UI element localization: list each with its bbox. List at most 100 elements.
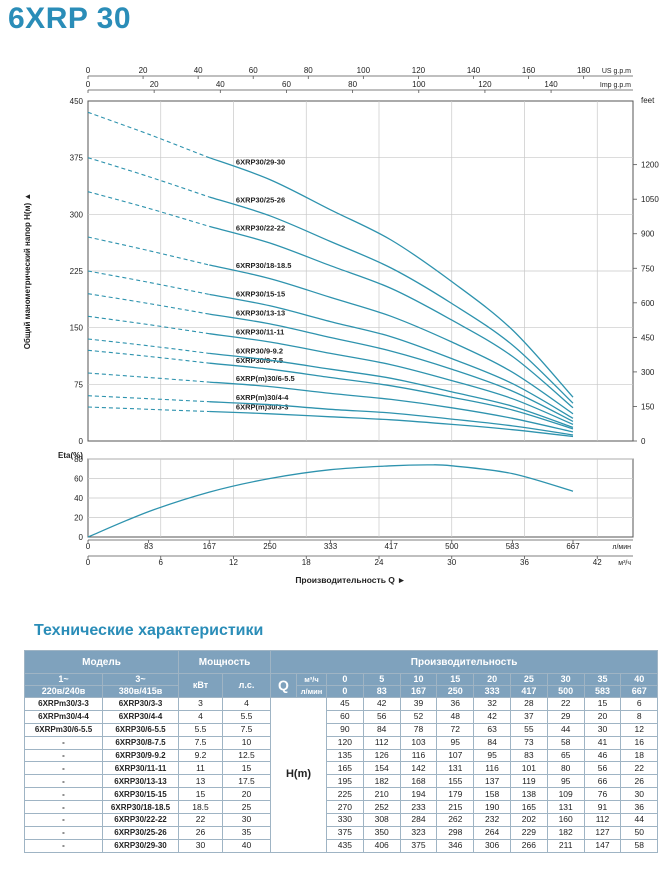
head-y-tick-label: 225	[70, 267, 84, 276]
lmin-tick-label: 583	[506, 542, 520, 551]
curve-6XRP30/18-18.5	[209, 264, 574, 415]
head-value: 308	[362, 813, 401, 827]
head-value: 179	[436, 787, 475, 802]
table-row: -6XRP30/22-22 22 30 330 308 284 262 232 202 160 11…	[24, 813, 659, 827]
us-gpm-tick-label: 100	[357, 66, 371, 75]
head-value: 195	[326, 774, 364, 789]
head-value: 16	[620, 735, 659, 750]
head-value: 20	[583, 709, 622, 724]
head-value: 52	[399, 709, 438, 724]
model-three-phase: 6XRP30/22-22	[102, 813, 179, 827]
x-axis-title: Производительность Q ►	[295, 575, 405, 585]
header-h: H(m)	[270, 697, 327, 853]
model-single-phase: 6XRPm30/3-3	[24, 697, 103, 711]
head-value: 116	[473, 761, 511, 776]
power-hp: 25	[222, 800, 271, 815]
feet-tick-label: 300	[641, 368, 655, 377]
us-gpm-tick-label: 120	[412, 66, 426, 75]
model-three-phase: 6XRP30/18-18.5	[102, 800, 179, 815]
header-flow-lmin-value: 583	[583, 685, 622, 698]
head-value: 266	[509, 838, 548, 853]
model-three-phase: 6XRP30/8-7.5	[102, 735, 179, 750]
lmin-tick-label: 250	[263, 542, 277, 551]
head-value: 37	[509, 709, 548, 724]
us-gpm-tick-label: 80	[304, 66, 313, 75]
m3h-tick-label: 42	[593, 558, 602, 567]
feet-tick-label: 1050	[641, 195, 659, 204]
us-gpm-tick-label: 160	[522, 66, 536, 75]
curve-dashed-6XRP(m)30/6-5.5	[87, 372, 210, 383]
head-value: 58	[620, 838, 659, 853]
curve-label: 6XRP30/22-22	[236, 224, 285, 233]
header-unit-lmin: л/мин	[296, 685, 327, 698]
curve-6XRP30/11-11	[209, 333, 574, 425]
head-y-tick-label: 450	[70, 97, 84, 106]
power-kw: 4	[178, 709, 223, 724]
head-value: 435	[326, 838, 364, 853]
header-q: Q	[270, 673, 297, 698]
head-value: 252	[362, 800, 401, 815]
head-y-tick-label: 300	[70, 210, 84, 219]
imp-gpm-tick-label: 140	[544, 80, 558, 89]
head-y-tick-label: 150	[70, 324, 84, 333]
header-power: Мощность	[178, 650, 271, 674]
curve-dashed-6XRP(m)30/3-3	[87, 406, 210, 413]
power-kw: 9.2	[178, 748, 223, 763]
head-value: 26	[620, 774, 659, 789]
header-flow-m3h-value: 20	[473, 673, 511, 686]
us-gpm-tick-label: 0	[86, 66, 91, 75]
head-value: 375	[399, 838, 438, 853]
head-value: 56	[362, 709, 401, 724]
curve-6XRP30/8-7.5	[209, 362, 574, 430]
curve-dashed-6XRP30/22-22	[87, 191, 210, 227]
head-value: 119	[509, 774, 548, 789]
head-value: 182	[362, 774, 401, 789]
head-value: 190	[473, 800, 511, 815]
header-flow-lmin-value: 417	[509, 685, 548, 698]
curve-6XRP(m)30/3-3	[209, 410, 574, 438]
head-y-tick-label: 0	[79, 437, 84, 446]
us-gpm-tick-label: 140	[467, 66, 481, 75]
head-value: 264	[473, 825, 511, 840]
head-value: 142	[399, 761, 438, 776]
table-row: -6XRP30/18-18.5 18.5 25 270 252 233 215 190 165 1…	[24, 800, 659, 815]
imp-gpm-tick-label: 120	[478, 80, 492, 89]
model-single-phase: 6XRPm30/4-4	[24, 709, 103, 724]
eta-y-tick-label: 60	[74, 475, 83, 484]
head-value: 270	[326, 800, 364, 815]
head-value: 36	[436, 697, 475, 711]
model-single-phase: -	[24, 774, 103, 789]
header-three-phase-voltage: 380в/415в	[102, 685, 179, 698]
head-y-axis-label: Общий манометрический напор H(м) ▲	[23, 193, 32, 350]
lmin-tick-label: 0	[86, 542, 91, 551]
power-kw: 22	[178, 813, 223, 827]
head-value: 58	[546, 735, 585, 750]
table-row: -6XRP30/11-11 11 15 165 154 142 131 116 101 80 56 2…	[24, 761, 659, 776]
head-value: 95	[436, 735, 475, 750]
head-value: 101	[509, 761, 548, 776]
head-value: 48	[436, 709, 475, 724]
m3h-tick-label: 24	[375, 558, 384, 567]
lmin-unit-label: л/мин	[612, 544, 631, 551]
head-value: 127	[583, 825, 622, 840]
head-value: 215	[436, 800, 475, 815]
us-gpm-tick-label: 60	[249, 66, 258, 75]
head-value: 45	[326, 697, 364, 711]
model-single-phase: -	[24, 735, 103, 750]
head-value: 65	[546, 748, 585, 763]
head-value: 42	[362, 697, 401, 711]
power-kw: 11	[178, 761, 223, 776]
feet-tick-label: 600	[641, 299, 655, 308]
head-y-tick-label: 75	[74, 380, 83, 389]
model-three-phase: 6XRP30/3-3	[102, 697, 179, 711]
m3h-tick-label: 0	[86, 558, 91, 567]
table-row: -6XRP30/29-30 30 40 435 406 375 346 306 266 211 14…	[24, 838, 659, 853]
head-value: 137	[473, 774, 511, 789]
curve-6XRP(m)30/6-5.5	[209, 381, 574, 433]
head-value: 262	[436, 813, 475, 827]
head-value: 83	[509, 748, 548, 763]
head-value: 12	[620, 722, 659, 737]
header-flow-m3h-value: 10	[399, 673, 438, 686]
curve-6XRP30/9-9.2	[209, 352, 574, 429]
model-three-phase: 6XRP30/11-11	[102, 761, 179, 776]
